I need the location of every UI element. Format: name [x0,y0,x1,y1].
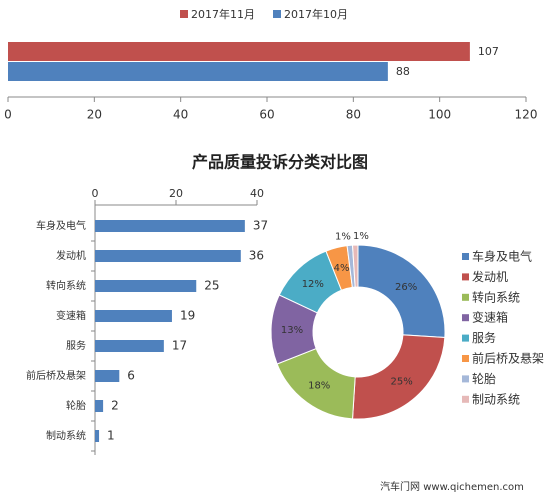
legend-swatch [462,375,469,383]
y-tick-label: 变速箱 [56,309,86,322]
x-tick-label: 100 [428,108,451,122]
value-label: 1% [353,231,369,242]
bar [95,310,172,322]
source: 汽车门网 www.qichemen.com [380,480,524,493]
pie-slice [352,334,446,420]
legend-swatch [462,273,469,281]
legend-swatch [273,10,281,18]
pie-slice [357,244,446,338]
bar [95,340,164,352]
value-label: 6 [127,369,135,383]
x-tick-label: 40 [250,187,264,200]
y-tick-label: 制动系统 [46,429,86,442]
legend-swatch [462,293,469,301]
value-label: 2 [111,399,119,413]
bar [8,42,470,61]
legend-label: 制动系统 [472,392,520,406]
legend-swatch [462,334,469,342]
value-label: 25% [391,377,413,388]
value-label: 13% [281,325,303,336]
legend-swatch [462,314,469,322]
bar [95,400,104,412]
y-tick-label: 前后桥及悬架 [26,369,86,382]
y-tick-label: 轮胎 [66,399,86,412]
x-tick-label: 120 [515,108,538,122]
value-label: 18% [308,380,330,391]
x-tick-label: 40 [173,108,188,122]
legend-swatch [462,355,469,362]
value-label: 12% [302,279,324,290]
value-label: 1% [335,231,351,242]
x-tick-label: 0 [4,108,12,122]
y-tick-label: 车身及电气 [36,219,86,232]
bar [8,62,388,81]
bar [95,370,120,382]
bar [95,280,197,292]
value-label: 25 [204,279,219,293]
x-tick-label: 0 [92,187,99,200]
legend-swatch [462,253,469,260]
y-tick-label: 发动机 [56,249,86,262]
legend-label: 前后桥及悬架 [472,351,544,366]
bar [95,430,100,442]
value-label: 37 [253,219,268,233]
legend-label: 变速箱 [472,310,508,325]
legend-label: 2017年10月 [284,7,348,21]
legend-swatch [462,395,469,403]
value-label: 1 [107,429,115,443]
legend-label: 轮胎 [472,372,496,386]
y-tick-label: 转向系统 [46,279,86,292]
legend-label: 2017年11月 [191,7,255,21]
x-tick-label: 80 [346,108,361,122]
value-label: 88 [396,65,410,78]
legend-label: 服务 [472,330,496,345]
value-label: 19 [180,309,195,323]
legend-label: 发动机 [472,269,508,284]
bar [95,250,241,262]
value-label: 36 [249,249,264,263]
bar [95,220,245,232]
x-tick-label: 20 [169,187,183,200]
x-tick-label: 60 [259,108,274,122]
chart-title: 产品质量投诉分类对比图 [192,153,368,172]
legend-swatch [180,10,188,18]
y-tick-label: 服务 [66,339,86,352]
x-tick-label: 20 [87,108,102,122]
value-label: 4% [334,263,350,274]
value-label: 107 [478,45,499,58]
legend-label: 转向系统 [472,289,520,304]
legend-label: 车身及电气 [472,249,532,264]
value-label: 26% [395,282,417,293]
value-label: 17 [172,339,187,353]
pie-slice [352,244,359,288]
